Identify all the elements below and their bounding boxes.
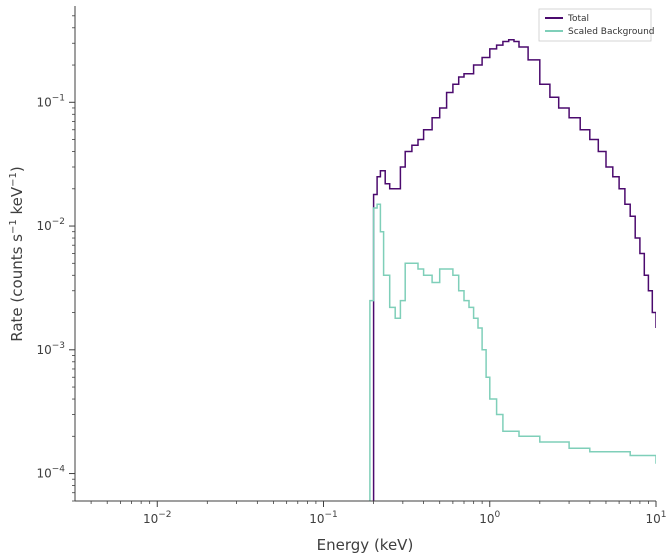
y-ticks: 10−4 10−3 10−2 10−1 xyxy=(36,15,75,502)
y-axis-label: Rate (counts s−1 keV−1) xyxy=(8,166,26,342)
legend-label-total: Total xyxy=(567,14,589,24)
y-tick-label: 10−4 xyxy=(36,465,65,481)
legend: Total Scaled Background xyxy=(538,8,654,42)
x-tick-label: 101 xyxy=(645,510,666,526)
series-layer xyxy=(369,39,656,501)
legend-label-background: Scaled Background xyxy=(568,27,654,37)
y-tick-label: 10−3 xyxy=(36,341,65,357)
x-tick-label: 100 xyxy=(479,510,500,526)
y-tick-label: 10−2 xyxy=(36,217,65,233)
series-line-1 xyxy=(369,203,656,501)
x-tick-label: 10−2 xyxy=(143,510,172,526)
x-axis-label: Energy (keV) xyxy=(317,536,414,554)
x-ticks: 10−2 10−1 100 101 xyxy=(90,501,667,526)
y-tick-label: 10−1 xyxy=(36,93,65,109)
x-tick-label: 10−1 xyxy=(309,510,338,526)
series-line-0 xyxy=(372,39,656,501)
legend-frame xyxy=(538,8,652,42)
